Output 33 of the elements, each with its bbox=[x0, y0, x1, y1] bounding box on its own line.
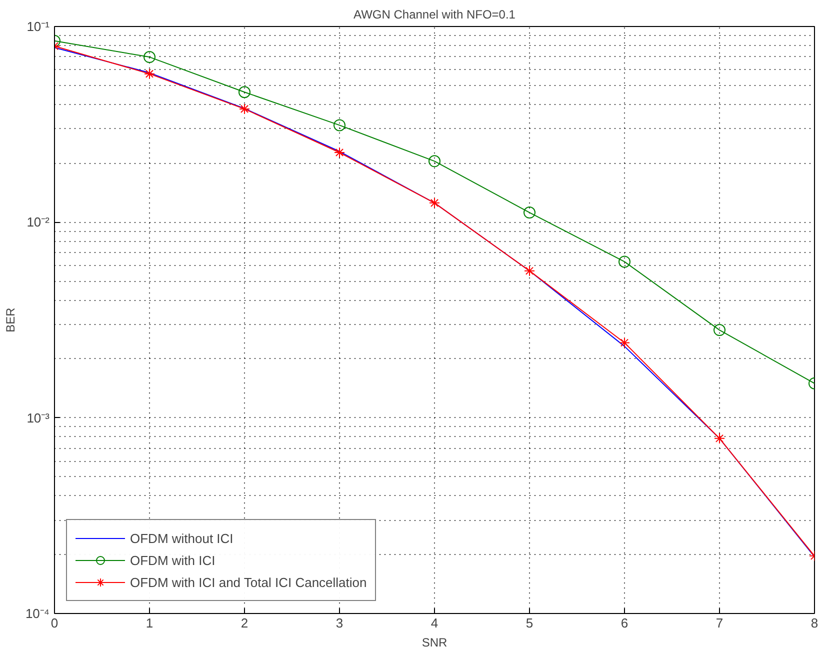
point bbox=[144, 51, 156, 64]
legend-label: OFDM with ICI bbox=[130, 552, 216, 568]
y-axis-title: BER bbox=[3, 307, 18, 332]
point bbox=[429, 197, 440, 208]
point bbox=[619, 337, 630, 348]
x-tick-label: 7 bbox=[716, 616, 724, 630]
point bbox=[144, 68, 155, 80]
x-tick-label: 3 bbox=[336, 616, 344, 630]
x-tick-label: 4 bbox=[430, 616, 438, 630]
legend-label: OFDM with ICI and Total ICI Cancellation bbox=[130, 574, 367, 590]
x-tick-label: 0 bbox=[50, 616, 58, 630]
point bbox=[334, 147, 345, 158]
x-tick-label: 8 bbox=[810, 616, 818, 630]
x-tick-label: 2 bbox=[240, 616, 248, 630]
x-axis-title: SNR bbox=[422, 636, 448, 650]
legend-label: OFDM without ICI bbox=[130, 530, 234, 546]
chart-title: AWGN Channel with NFO=0.1 bbox=[354, 8, 516, 22]
point bbox=[524, 265, 535, 276]
point bbox=[334, 119, 346, 132]
point bbox=[714, 432, 725, 444]
point bbox=[428, 155, 440, 168]
point bbox=[239, 103, 250, 114]
point bbox=[714, 324, 726, 336]
y-tick-label: 10⁻³ bbox=[26, 410, 50, 426]
point bbox=[524, 206, 536, 219]
y-tick-label: 10⁻² bbox=[26, 214, 50, 230]
x-tick-label: 6 bbox=[620, 616, 628, 630]
point bbox=[238, 86, 250, 98]
point bbox=[618, 256, 630, 268]
x-tick-label: 5 bbox=[526, 616, 534, 630]
y-tick-label: 10⁻⁴ bbox=[25, 606, 50, 621]
y-tick-label: 10⁻¹ bbox=[26, 19, 50, 34]
x-tick-label: 1 bbox=[146, 616, 154, 630]
